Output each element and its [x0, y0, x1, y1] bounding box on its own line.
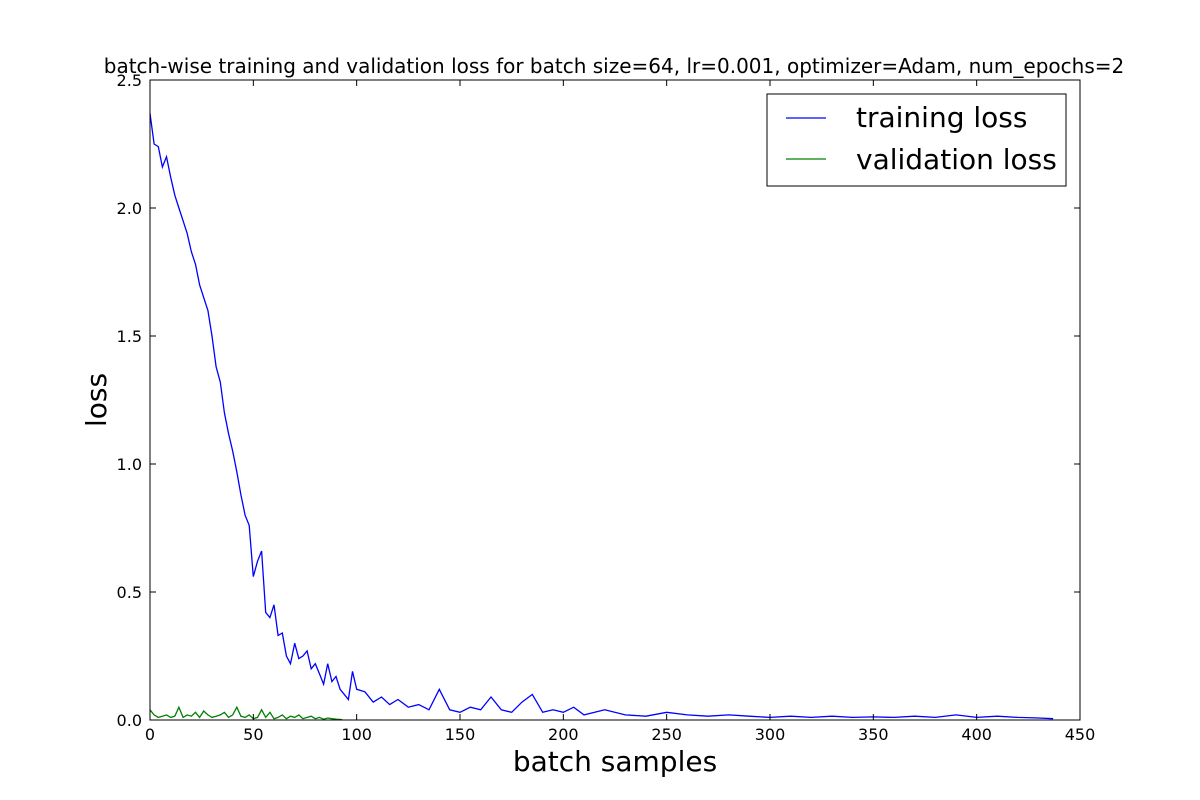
x-tick-label: 200 [548, 725, 579, 744]
y-tick-label: 1.0 [117, 455, 142, 474]
plot-area [149, 113, 1054, 721]
y-tick-label: 0.5 [117, 583, 142, 602]
axis-ticks: 0 50 100 150 200 250 300 350 400 450 0.0 0.5 1.0 1.5 2… [117, 71, 1096, 744]
x-tick-label: 50 [243, 725, 263, 744]
x-tick-label: 350 [858, 725, 889, 744]
y-tick-label: 0.0 [117, 711, 142, 730]
y-tick-label: 2.5 [117, 71, 142, 90]
series-line-1 [149, 705, 343, 721]
x-tick-label: 450 [1065, 725, 1096, 744]
legend: training loss validation loss [766, 93, 1067, 187]
x-tick-label: 0 [145, 725, 155, 744]
x-tick-label: 100 [341, 725, 372, 744]
x-tick-label: 250 [651, 725, 682, 744]
y-axis-label: loss [80, 373, 113, 427]
legend-box [766, 93, 1067, 187]
chart-title: batch-wise training and validation loss … [104, 54, 1124, 78]
plot-frame [149, 79, 1081, 721]
y-tick-label: 1.5 [117, 327, 142, 346]
x-axis-label: batch samples [513, 745, 717, 778]
x-tick-label: 300 [755, 725, 786, 744]
legend-label-validation: validation loss [856, 143, 1057, 176]
series-line-0 [149, 113, 1054, 720]
y-tick-label: 2.0 [117, 199, 142, 218]
x-tick-label: 400 [961, 725, 992, 744]
x-tick-label: 150 [445, 725, 476, 744]
legend-label-training: training loss [856, 101, 1027, 134]
